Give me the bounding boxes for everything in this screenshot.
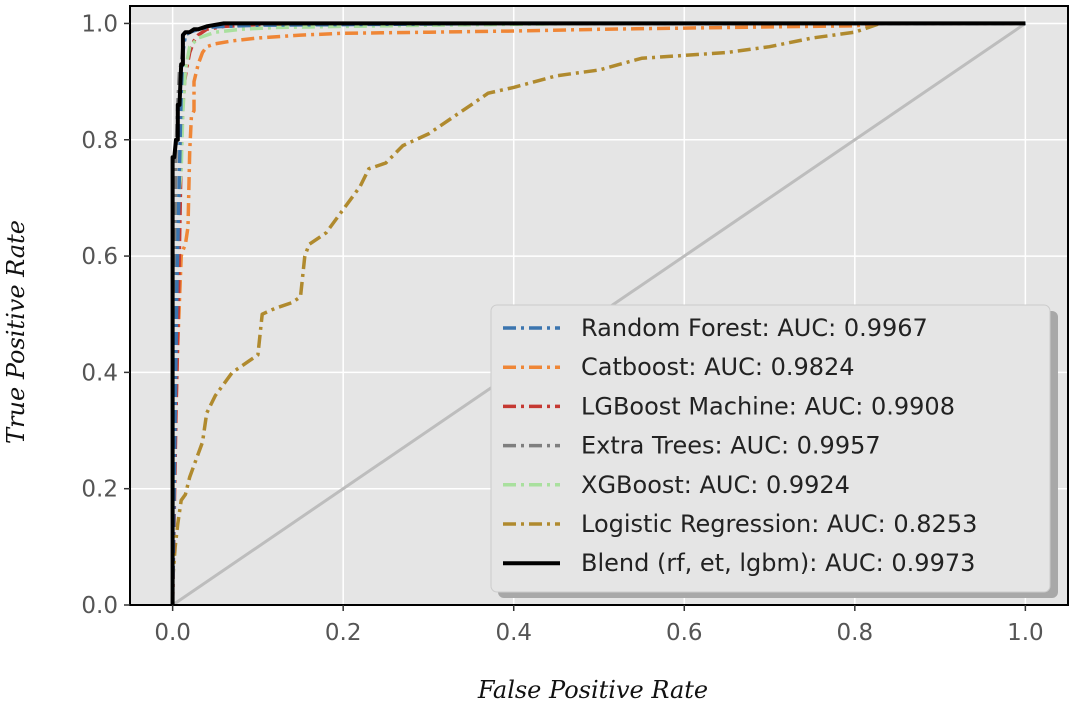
series-layer — [170, 21, 1026, 606]
y-tick-label-0: 0.0 — [81, 593, 118, 619]
series-line-6 — [170, 21, 1026, 605]
y-tick-label-3: 0.6 — [81, 244, 118, 270]
y-axis-ticks: 0.0 0.2 0.4 0.6 0.8 1.0 — [81, 11, 130, 619]
x-tick-label-2: 0.4 — [495, 620, 532, 646]
y-axis-title: True Positive Rate — [2, 220, 30, 444]
series-line-1 — [170, 21, 881, 606]
legend-label-5: Logistic Regression: AUC: 0.8253 — [581, 510, 977, 538]
legend-label-4: XGBoost: AUC: 0.9924 — [581, 471, 850, 499]
y-tick-label-5: 1.0 — [81, 11, 118, 37]
legend-label-1: Catboost: AUC: 0.9824 — [581, 353, 855, 381]
x-tick-label-3: 0.6 — [666, 620, 703, 646]
x-tick-label-4: 0.8 — [837, 620, 874, 646]
series-line-5 — [170, 21, 881, 582]
legend: Random Forest: AUC: 0.9967 Catboost: AUC:… — [490, 304, 1058, 598]
legend-label-0: Random Forest: AUC: 0.9967 — [581, 314, 928, 342]
x-axis-title: False Positive Rate — [477, 676, 708, 704]
y-tick-label-1: 0.2 — [81, 477, 118, 503]
legend-box — [490, 304, 1051, 593]
y-tick-label-4: 0.8 — [81, 128, 118, 154]
y-tick-label-2: 0.4 — [81, 360, 118, 386]
x-axis-ticks: 0.0 0.2 0.4 0.6 0.8 1.0 — [154, 605, 1044, 646]
legend-label-3: Extra Trees: AUC: 0.9957 — [581, 432, 881, 460]
x-tick-label-1: 0.2 — [325, 620, 362, 646]
x-tick-label-5: 1.0 — [1007, 620, 1044, 646]
x-tick-label-0: 0.0 — [154, 620, 191, 646]
legend-label-6: Blend (rf, et, lgbm): AUC: 0.9973 — [581, 549, 975, 577]
plot-frame — [129, 5, 1069, 606]
legend-label-2: LGBoost Machine: AUC: 0.9908 — [581, 392, 955, 420]
